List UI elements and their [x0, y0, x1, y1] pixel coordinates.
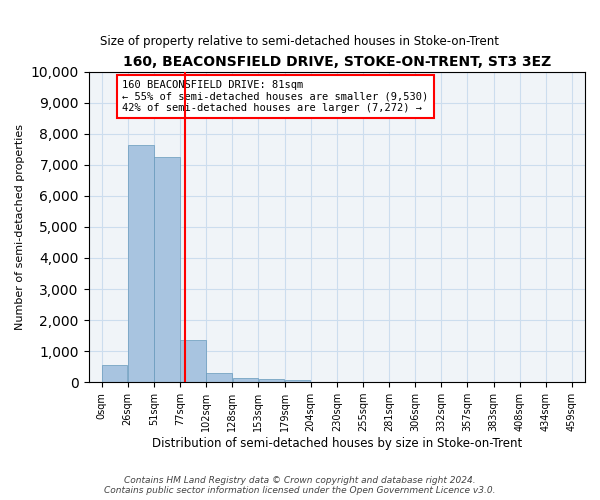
X-axis label: Distribution of semi-detached houses by size in Stoke-on-Trent: Distribution of semi-detached houses by … — [152, 437, 522, 450]
Bar — [128, 144, 154, 382]
Bar — [206, 373, 232, 382]
Bar — [259, 379, 284, 382]
Bar — [285, 380, 310, 382]
Text: Contains HM Land Registry data © Crown copyright and database right 2024.
Contai: Contains HM Land Registry data © Crown c… — [104, 476, 496, 495]
Text: 160 BEACONSFIELD DRIVE: 81sqm
← 55% of semi-detached houses are smaller (9,530)
: 160 BEACONSFIELD DRIVE: 81sqm ← 55% of s… — [122, 80, 428, 113]
Title: 160, BEACONSFIELD DRIVE, STOKE-ON-TRENT, ST3 3EZ: 160, BEACONSFIELD DRIVE, STOKE-ON-TRENT,… — [122, 55, 551, 69]
Bar — [180, 340, 206, 382]
Y-axis label: Number of semi-detached properties: Number of semi-detached properties — [15, 124, 25, 330]
Bar — [154, 157, 180, 382]
Bar — [233, 378, 258, 382]
Text: Size of property relative to semi-detached houses in Stoke-on-Trent: Size of property relative to semi-detach… — [101, 35, 499, 48]
Bar — [102, 365, 127, 382]
